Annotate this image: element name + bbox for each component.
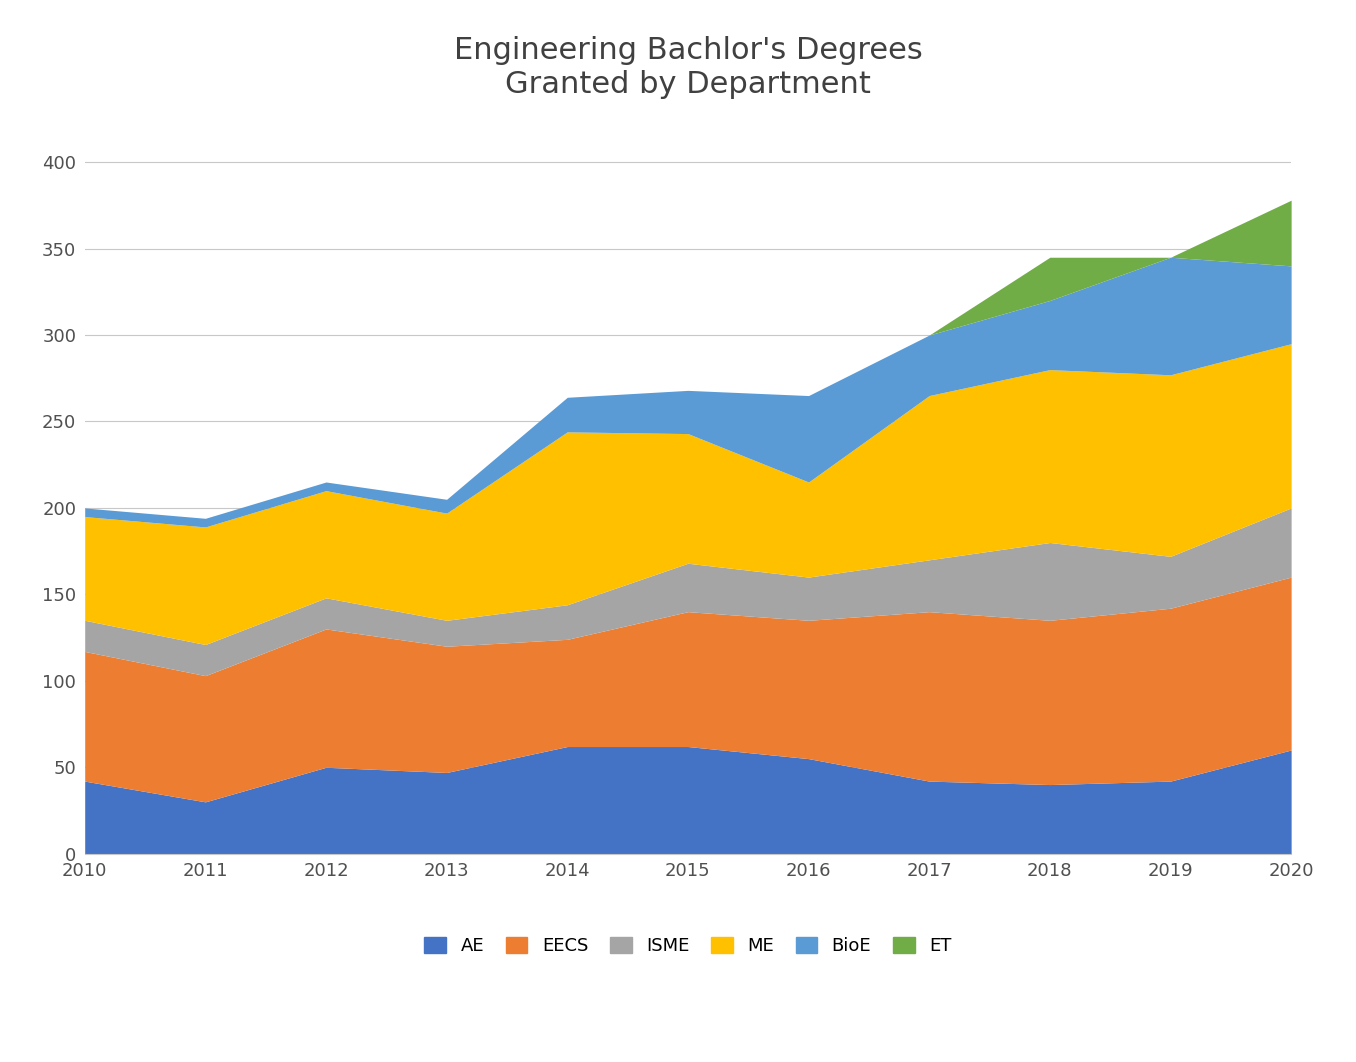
Legend: AE, EECS, ISME, ME, BioE, ET: AE, EECS, ISME, ME, BioE, ET [415,928,960,964]
Title: Engineering Bachlor's Degrees
Granted by Department: Engineering Bachlor's Degrees Granted by… [453,36,922,99]
